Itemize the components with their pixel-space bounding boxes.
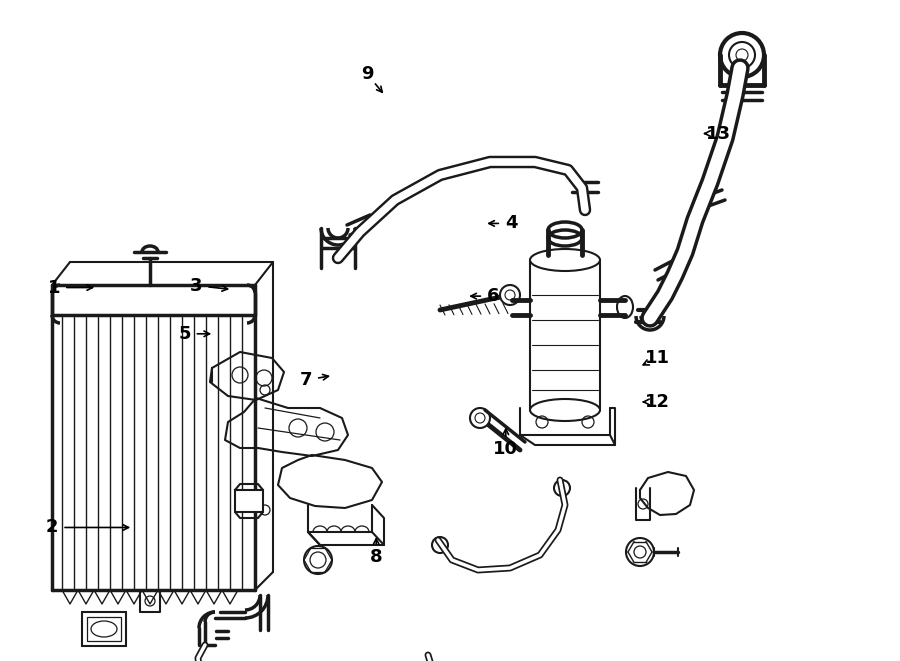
Text: 13: 13	[706, 124, 731, 143]
Text: 8: 8	[370, 547, 382, 566]
Text: 5: 5	[178, 325, 191, 343]
Circle shape	[470, 408, 490, 428]
Text: 3: 3	[190, 276, 203, 295]
Circle shape	[720, 33, 764, 77]
Text: 6: 6	[487, 287, 500, 305]
Text: 4: 4	[505, 214, 518, 233]
Bar	[87, 617, 121, 641]
Circle shape	[500, 285, 520, 305]
Text: 1: 1	[48, 278, 60, 297]
Circle shape	[729, 42, 755, 68]
Bar	[235, 490, 263, 512]
Ellipse shape	[530, 399, 600, 421]
Text: 2: 2	[46, 518, 58, 537]
Circle shape	[554, 480, 570, 496]
Circle shape	[432, 537, 448, 553]
Bar	[82, 612, 126, 646]
Ellipse shape	[530, 249, 600, 271]
Circle shape	[626, 538, 654, 566]
Text: 7: 7	[300, 371, 312, 389]
Text: 11: 11	[644, 349, 670, 368]
Text: 12: 12	[644, 393, 670, 411]
Text: 10: 10	[493, 440, 518, 459]
Text: 9: 9	[361, 65, 374, 83]
Circle shape	[304, 546, 332, 574]
